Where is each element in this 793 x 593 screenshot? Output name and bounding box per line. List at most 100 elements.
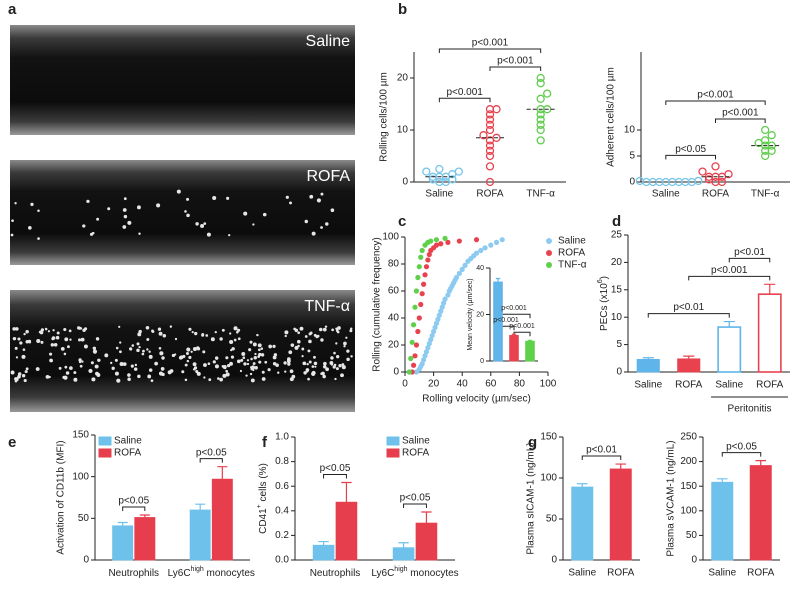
y-tick-label: 20 [388,340,400,351]
cell [56,331,60,335]
cell [277,371,280,374]
cell [82,224,86,228]
data-point [485,162,495,171]
cell [214,330,217,334]
cell [239,369,243,373]
cell [14,202,17,205]
cell [118,325,121,328]
bar [749,465,772,561]
cell [52,329,55,332]
bar [571,486,594,561]
cell [268,344,273,349]
cell [243,211,248,216]
y-axis-label: CD41+ cells (%) [256,463,269,534]
cell [97,358,101,362]
cell [69,338,72,341]
cell [116,378,121,383]
cell [25,330,29,334]
x-tick-label: Saline [652,189,680,200]
y-tick-label: 5 [629,151,635,162]
cell [304,335,308,338]
cell [289,377,294,382]
y-tick-label: 50 [546,514,558,525]
data-point [428,337,434,343]
y-tick-label: 10 [611,312,623,323]
cell [58,366,62,370]
significance-bracket [489,66,542,71]
cell [79,364,83,368]
significance-label: p<0.001 [697,90,734,101]
cell [318,327,323,332]
y-tick-label: 15 [611,284,623,295]
cell [137,332,142,337]
y-tick-label: 80 [388,259,400,270]
cell [314,365,317,368]
brackets [721,452,762,457]
cell [308,339,312,344]
error-bar [398,542,409,548]
cell [178,355,183,360]
cell [308,360,312,364]
cell [184,210,187,213]
data-point [635,176,644,186]
micrograph [10,160,355,265]
cell [225,356,229,360]
cell [248,348,252,352]
legend-label: ROFA [402,448,430,459]
data-point [422,272,428,278]
y-axis-label-part: 6 [597,279,604,283]
micrograph [10,290,355,412]
data-point [445,239,451,245]
cell [334,377,337,381]
significance-label: p<0.001 [497,56,534,67]
cell [119,362,124,367]
data-point [711,162,720,171]
x-tick-label: ROFA [476,189,504,200]
cell [95,337,100,341]
cell [335,367,339,371]
cell [158,347,162,350]
data-point [438,241,444,247]
cell [148,350,151,353]
cell [285,195,289,199]
y-tick-label: 0.0 [275,555,289,566]
y-axis-label: Rolling cells/100 µm [379,72,390,162]
cell [91,231,95,235]
y-tick-label: 0.4 [275,505,289,516]
data-point [536,136,545,145]
cell [307,377,310,381]
cell [217,377,220,380]
cell [237,337,241,341]
error-bar [217,466,228,480]
cell [15,327,19,331]
y-tick-label: 0 [83,555,89,566]
y-tick-label: 150 [540,432,557,443]
cell [122,208,127,212]
cell [237,328,241,332]
cell [329,361,334,365]
cell [39,330,43,334]
cell [286,359,291,363]
cell [246,359,250,362]
cell [14,377,19,382]
y-tick-label: 10 [397,125,409,136]
cell [94,364,99,369]
y-axis-label: Plasma sVCAM-1 (ng/mL) [666,440,677,556]
cell [321,371,325,376]
cell [134,363,138,367]
cell [214,364,219,369]
cell [123,214,128,219]
bar [392,547,415,561]
data-point [419,361,425,367]
bar [211,478,233,561]
cell [154,361,158,366]
y-tick-label: 100 [382,232,399,243]
cell [22,348,26,351]
legend-label: TNF-α [558,260,587,271]
cell [254,366,258,370]
cell [68,329,72,333]
cell [194,331,198,336]
cell [191,331,194,334]
image-label: ROFA [306,168,350,185]
y-tick-label: 25 [611,230,623,241]
